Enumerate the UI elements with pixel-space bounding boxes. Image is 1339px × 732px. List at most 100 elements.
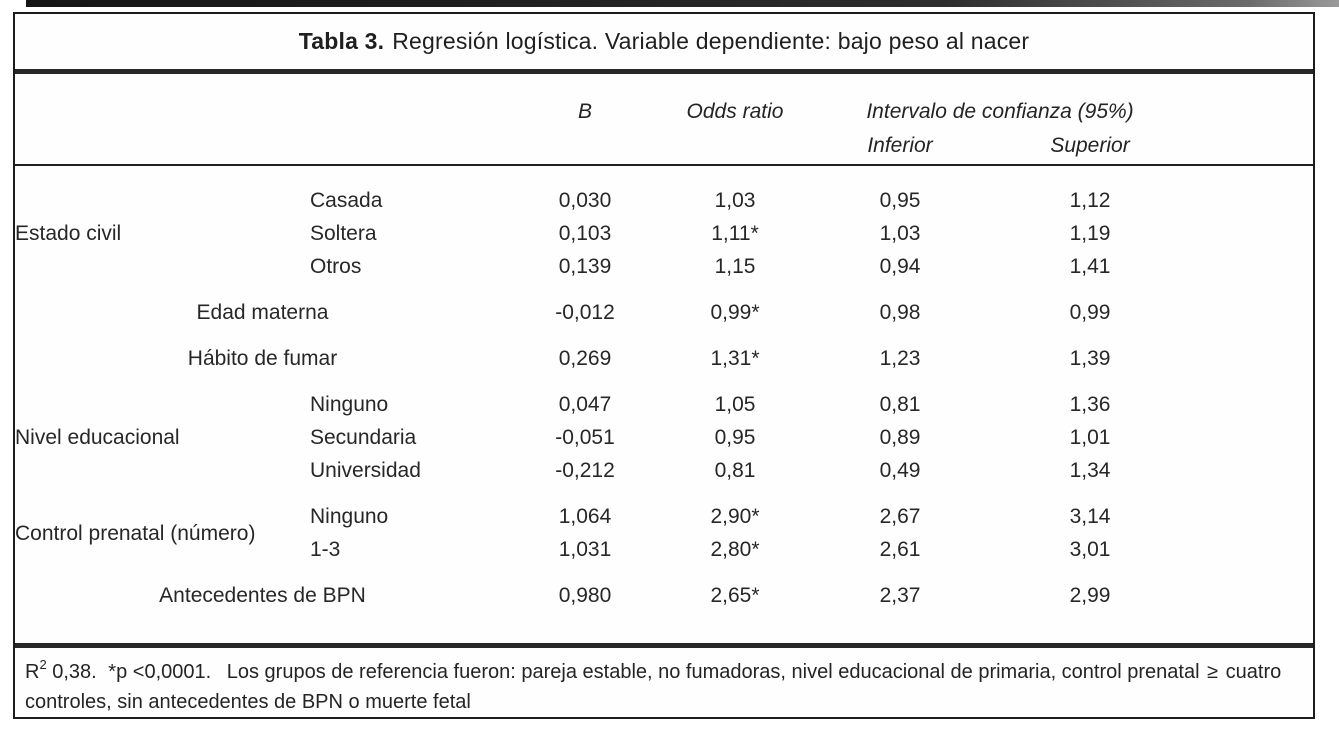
value-odds-ratio: 1,05 [714,392,756,416]
row-spacer [15,566,1313,579]
row-spacer [15,612,1313,643]
value-ci-inferior: 0,94 [879,254,921,278]
header-spacer [1190,74,1313,128]
table-title-text: Regresión logística. Variable dependient… [392,28,1030,54]
row-label: Edad materna [196,300,329,324]
value-ci-superior: 3,01 [1069,537,1111,561]
table-row: Soltera 0,103 1,11* 1,03 1,19 [15,217,1313,250]
row-spacer-cell [15,487,1313,500]
value-ci-superior: 1,12 [1069,188,1111,212]
row-label: Antecedentes de BPN [159,583,366,607]
header-spacer [15,74,310,128]
category-label: Otros [310,254,362,278]
r-squared-value: R2 0,38. [25,657,97,683]
row-spacer [15,329,1313,342]
value-ci-inferior: 0,49 [879,458,921,482]
value-ci-inferior: 1,03 [879,221,921,245]
filler-cell [1190,217,1313,250]
filler-cell [1190,342,1313,375]
category-label: Soltera [310,221,377,245]
filler-cell [1190,579,1313,612]
header-cell-odds-ratio: Odds ratio [686,100,784,123]
header-row-1: B Odds ratio Intervalo de confianza (95%… [15,74,1313,128]
reference-groups-note-rest: cuatro controles, sin antecedentes de BP… [25,661,1282,713]
value-b: 1,064 [558,504,612,528]
value-odds-ratio: 1,03 [714,188,756,212]
category-label: Universidad [310,458,421,482]
group-label: Estado civil [15,222,122,245]
value-b: -0,012 [555,300,615,324]
table-row: Nivel educacional Ninguno 0,047 1,05 0,81 1,3… [15,388,1313,450]
significance-note: *p <0,0001. [108,661,212,683]
table-row: Universidad -0,212 0,81 0,49 1,34 [15,454,1313,487]
value-b: 0,139 [558,254,612,278]
group-label: Nivel educacional [15,426,180,449]
value-odds-ratio: 0,95 [714,425,756,449]
value-odds-ratio: 2,65* [710,583,760,607]
value-ci-inferior: 0,98 [879,300,921,324]
filler-cell [1190,454,1313,487]
category-label: Casada [310,188,383,212]
header-spacer [660,128,810,166]
value-ci-superior: 1,34 [1069,458,1111,482]
header-spacer [1190,128,1314,166]
value-ci-superior: 0,99 [1069,300,1111,324]
value-b: 0,030 [558,188,612,212]
table-row: Secundaria -0,051 0,95 0,89 1,01 [15,421,1313,454]
value-odds-ratio: 0,99* [710,300,760,324]
row-spacer-cell [15,283,1313,296]
value-ci-inferior: 0,89 [879,425,921,449]
value-ci-superior: 1,36 [1069,392,1111,416]
value-b: 0,103 [558,221,612,245]
filler-cell [1190,184,1313,217]
group-label: Control prenatal (número) [15,521,256,545]
reference-groups-note: Los grupos de referencia fueron: pareja … [226,661,1200,683]
value-ci-inferior: 1,23 [879,346,921,370]
filler-cell [1190,250,1313,283]
category-label: Ninguno [310,392,389,416]
value-ci-inferior: 2,37 [879,583,921,607]
value-ci-superior: 1,39 [1069,346,1111,370]
header-spacer [510,128,660,166]
row-spacer-cell [15,165,1313,184]
value-b: 1,031 [558,537,612,561]
table-row: Antecedentes de BPN 0,980 2,65* 2,37 2,99 [15,579,1313,612]
table-row: 1-3 1,031 2,80* 2,61 3,01 [15,533,1313,566]
value-b: 0,980 [558,583,612,607]
table-row: Control prenatal (número) Ninguno 1,064 2,9… [15,500,1313,545]
header-spacer [310,128,510,166]
table-title: Tabla 3. Regresión logística. Variable d… [15,14,1313,69]
row-spacer-cell [15,329,1313,342]
filler-cell [1190,533,1313,566]
value-odds-ratio: 1,11* [711,221,759,245]
value-ci-superior: 1,41 [1069,254,1111,278]
filler-cell [1190,421,1313,454]
divider-bottom-thick [15,643,1313,648]
filler-cell [1190,388,1313,421]
filler-cell [1190,296,1313,329]
value-odds-ratio: 0,81 [714,458,756,482]
category-label: Secundaria [310,425,417,449]
row-spacer-cell [15,612,1313,643]
value-b: -0,051 [555,425,615,449]
value-odds-ratio: 1,31* [710,346,760,370]
value-ci-superior: 3,14 [1069,504,1111,528]
filler-cell [1190,500,1313,533]
header-cell-ci-superior: Superior [990,128,1191,166]
table-row: Estado civil Casada 0,030 1,03 0,95 1,12 [15,184,1313,246]
value-ci-superior: 2,99 [1069,583,1111,607]
value-odds-ratio: 2,80* [710,537,760,561]
r-squared-exponent: 2 [39,657,47,673]
value-ci-superior: 1,01 [1069,425,1111,449]
header-spacer [15,128,310,166]
table-title-prefix: Tabla 3. [298,28,385,54]
regression-table: B Odds ratio Intervalo de confianza (95%… [15,74,1314,643]
row-spacer [15,487,1313,500]
value-b: 0,269 [558,346,612,370]
value-b: 0,047 [558,392,612,416]
row-spacer [15,375,1313,388]
header-cell-ci-inferior: Inferior [810,128,990,166]
greater-equal-symbol: ≥ [1207,661,1219,683]
category-label: Ninguno [310,504,389,528]
header-spacer [310,74,510,128]
